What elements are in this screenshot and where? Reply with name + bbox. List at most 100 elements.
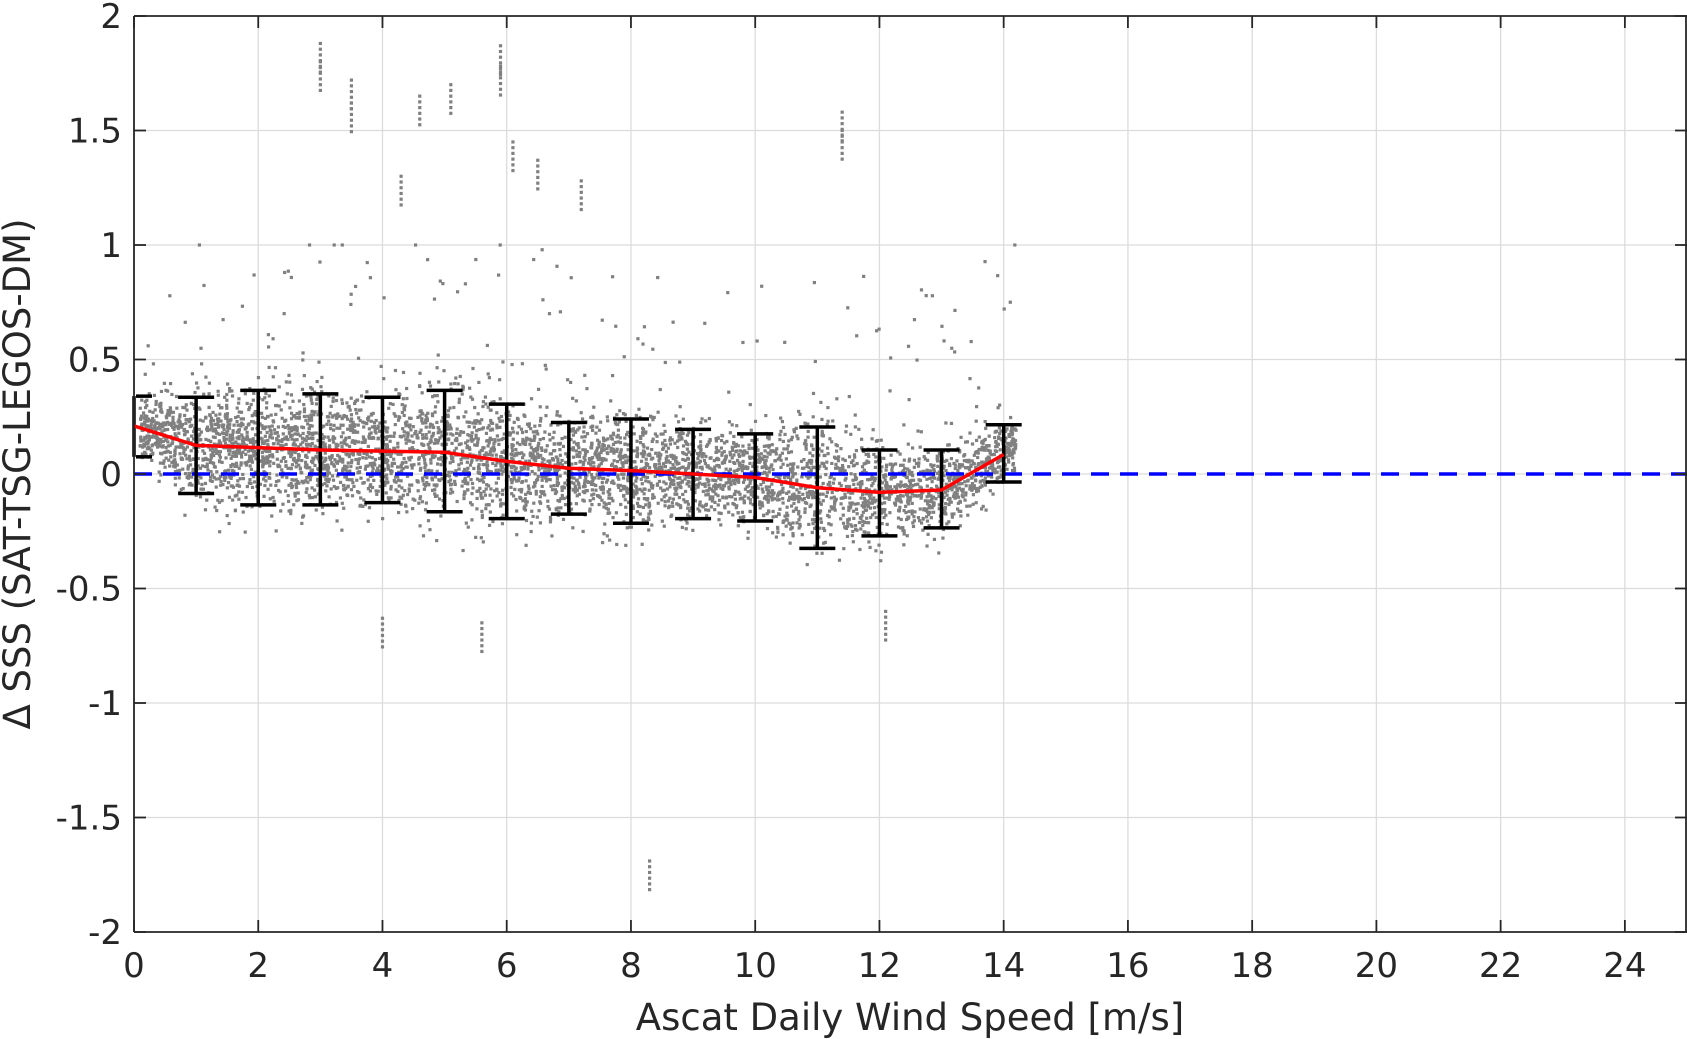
scatter-point — [347, 435, 351, 440]
scatter-point — [653, 474, 657, 479]
scatter-point — [247, 438, 251, 442]
scatter-point — [245, 436, 249, 441]
scatter-point — [389, 496, 393, 500]
scatter-point — [780, 482, 784, 487]
scatter-point — [673, 441, 677, 445]
scatter-point — [396, 452, 400, 456]
scatter-point — [935, 457, 940, 461]
scatter-point — [779, 465, 783, 470]
scatter-point — [374, 431, 378, 435]
scatter-point — [530, 456, 534, 460]
scatter-point — [582, 430, 586, 434]
scatter-point — [757, 502, 762, 507]
scatter-point — [860, 514, 864, 518]
scatter-point — [241, 423, 245, 427]
scatter-point — [424, 501, 428, 505]
scatter-point — [349, 464, 353, 469]
scatter-point — [231, 441, 235, 445]
scatter-point — [697, 503, 702, 507]
scatter-point — [919, 288, 924, 292]
scatter-point — [539, 489, 543, 494]
scatter-point — [648, 423, 652, 427]
scatter-point — [515, 509, 519, 513]
scatter-point — [941, 450, 945, 454]
scatter-point — [166, 389, 170, 393]
scatter-point — [407, 489, 412, 493]
scatter-point — [172, 427, 176, 431]
scatter-point — [474, 436, 478, 440]
scatter-point — [481, 480, 486, 484]
scatter-point — [261, 455, 265, 459]
scatter-point — [343, 438, 348, 442]
scatter-point — [733, 482, 737, 486]
scatter-point — [139, 424, 144, 428]
scatter-point — [464, 441, 468, 445]
scatter-point — [872, 452, 876, 457]
scatter-point — [263, 416, 267, 421]
scatter-point — [578, 475, 582, 479]
scatter-point — [548, 520, 553, 524]
scatter-point — [832, 502, 837, 506]
scatter-point — [139, 414, 144, 418]
scatter-point — [683, 458, 687, 462]
scatter-point — [947, 443, 951, 447]
scatter-point — [211, 410, 215, 414]
scatter-point — [799, 459, 804, 463]
scatter-point — [283, 400, 287, 404]
scatter-point — [765, 512, 769, 516]
scatter-point — [648, 509, 653, 514]
scatter-point — [338, 414, 342, 418]
scatter-point — [901, 483, 905, 488]
scatter-point — [945, 458, 949, 463]
scatter-point — [604, 502, 608, 506]
scatter-point — [208, 414, 212, 418]
scatter-point — [343, 441, 347, 446]
scatter-point — [433, 475, 438, 479]
scatter-point — [835, 466, 839, 470]
scatter-point — [385, 452, 389, 457]
scatter-point — [422, 443, 426, 447]
scatter-point — [866, 499, 870, 503]
scatter-point — [345, 443, 349, 447]
scatter-point — [204, 416, 208, 420]
scatter-point — [296, 491, 300, 495]
scatter-point — [396, 465, 400, 469]
scatter-point — [307, 450, 311, 454]
scatter-point — [447, 474, 452, 478]
scatter-point — [304, 490, 308, 494]
scatter-point — [349, 292, 353, 296]
scatter-point — [386, 464, 390, 468]
scatter-point — [820, 431, 824, 436]
scatter-point — [446, 427, 451, 431]
scatter-point — [524, 518, 529, 523]
scatter-point — [222, 475, 226, 479]
scatter-point — [209, 453, 214, 457]
scatter-point — [401, 466, 405, 471]
scatter-point — [902, 458, 906, 462]
scatter-point — [776, 457, 780, 461]
scatter-point — [334, 468, 338, 472]
scatter-point — [522, 467, 526, 471]
scatter-point — [470, 503, 474, 507]
scatter-point — [139, 436, 143, 441]
scatter-point — [641, 342, 645, 346]
scatter-point — [641, 474, 645, 478]
scatter-point — [907, 479, 912, 483]
scatter-point — [919, 494, 924, 499]
scatter-point — [214, 413, 218, 417]
scatter-point — [570, 462, 574, 466]
scatter-point — [140, 398, 144, 402]
scatter-point — [247, 407, 251, 412]
scatter-point — [590, 493, 594, 497]
scatter-point — [925, 477, 929, 481]
scatter-point — [291, 443, 295, 447]
scatter-point — [961, 490, 965, 494]
scatter-point — [983, 466, 988, 470]
scatter-point — [312, 413, 316, 417]
scatter-point — [306, 480, 310, 484]
scatter-point — [719, 438, 724, 443]
scatter-point — [613, 440, 617, 445]
scatter-point — [569, 507, 574, 511]
scatter-point — [698, 475, 702, 479]
scatter-point — [185, 430, 189, 434]
